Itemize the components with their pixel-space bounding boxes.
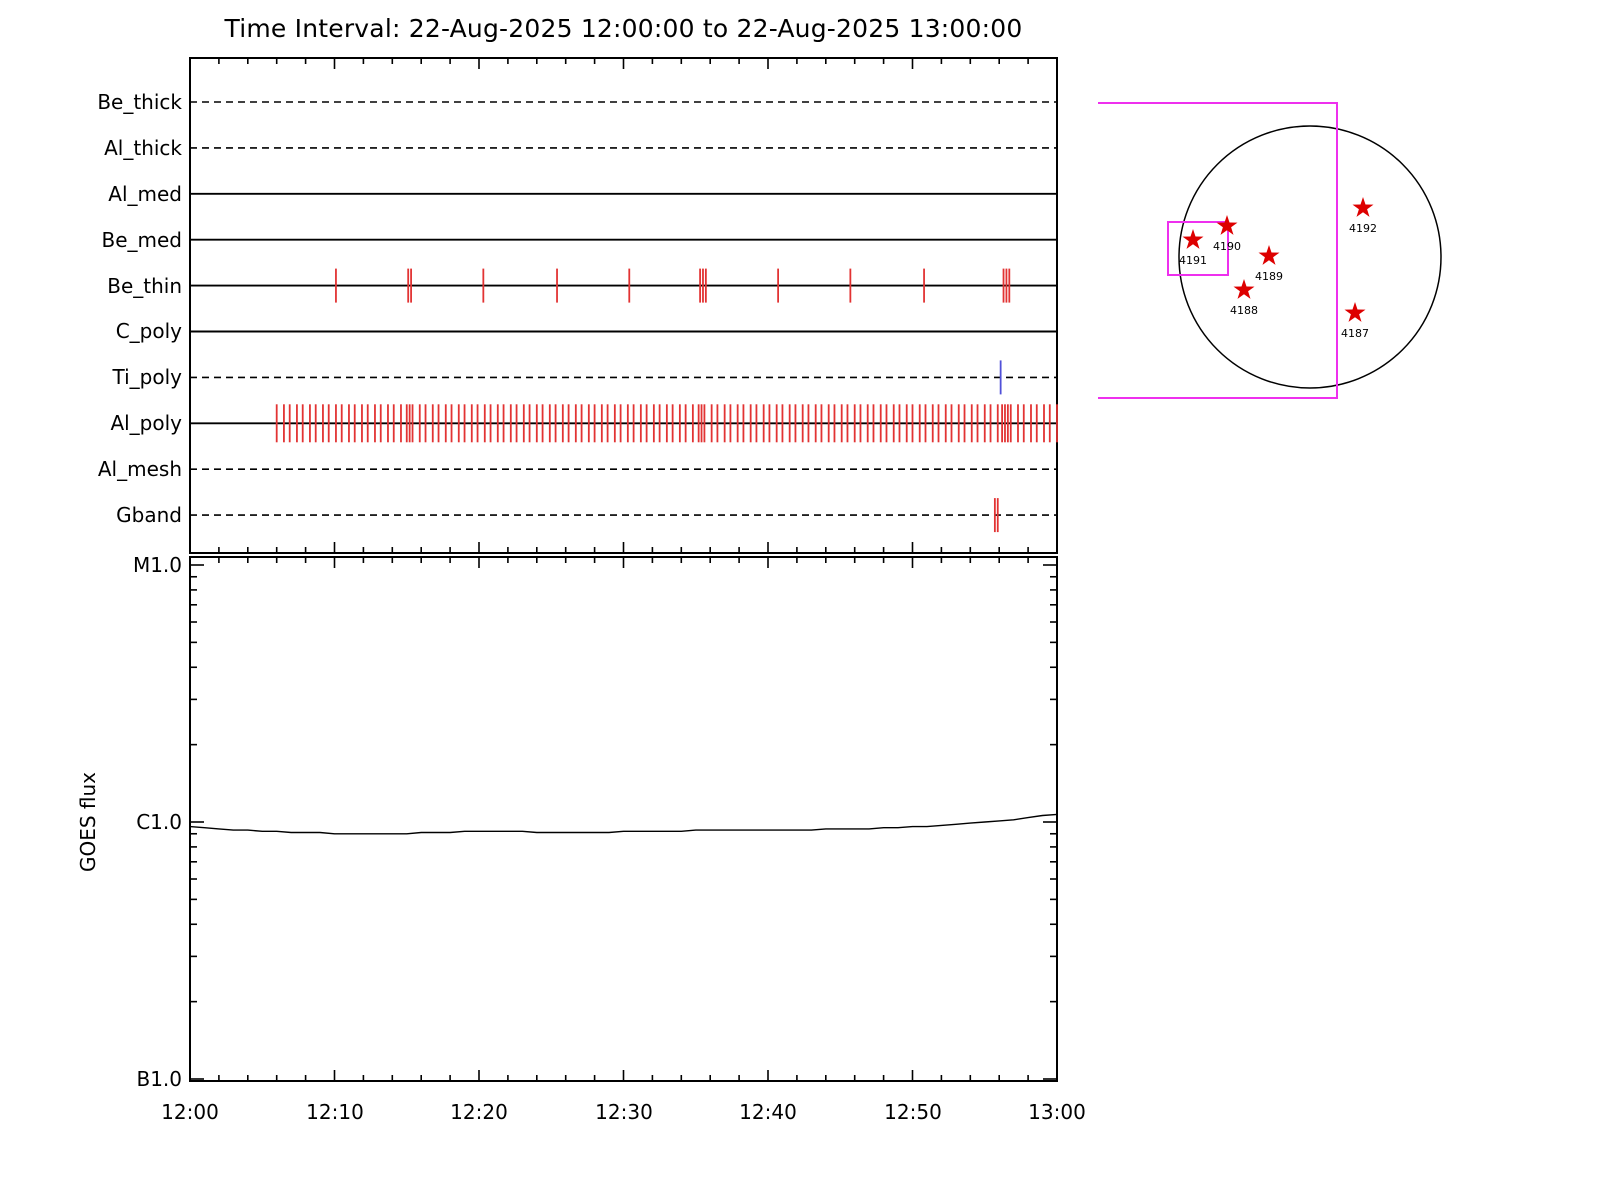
active-region-star	[1344, 302, 1366, 322]
x-tick-label-1210: 12:10	[306, 1100, 364, 1124]
active-region-label: 4189	[1255, 270, 1283, 283]
active-region-star	[1352, 197, 1374, 217]
y-tick-label-b1: B1.0	[136, 1067, 182, 1091]
channel-label-gband: Gband	[116, 503, 182, 527]
active-region-label: 4188	[1230, 304, 1258, 317]
channel-label-be-thin: Be_thin	[107, 274, 182, 298]
fov-outline	[1098, 102, 1338, 399]
channel-label-c-poly: C_poly	[115, 319, 182, 343]
y-tick-label-m1: M1.0	[132, 553, 182, 577]
active-region-star	[1233, 279, 1255, 299]
x-tick-label-1240: 12:40	[739, 1100, 797, 1124]
solar-disk-map: 4187 4188 4189 4190 4191 4192	[1098, 102, 1442, 399]
panel-frames	[189, 57, 1058, 1082]
channel-label-be-med: Be_med	[101, 228, 182, 252]
goes-axis-title: GOES flux	[76, 771, 100, 873]
x-tick-label-1250: 12:50	[884, 1100, 942, 1124]
active-region-label: 4187	[1341, 327, 1369, 340]
observation-ticks	[275, 268, 1058, 533]
channel-label-al-mesh: Al_mesh	[97, 457, 182, 481]
target-box	[1167, 221, 1229, 276]
active-region-star	[1258, 245, 1280, 265]
x-tick-label-1300: 13:00	[1028, 1100, 1086, 1124]
channel-label-ti-poly: Ti_poly	[112, 365, 182, 389]
x-tick-label-1200: 12:00	[161, 1100, 219, 1124]
plot-title: Time Interval: 22-Aug-2025 12:00:00 to 2…	[224, 14, 1023, 43]
x-tick-label-1230: 12:30	[595, 1100, 653, 1124]
active-region-label: 4192	[1349, 222, 1377, 235]
active-region-label: 4191	[1179, 254, 1207, 267]
channel-label-al-med: Al_med	[108, 182, 182, 206]
channel-label-be-thick: Be_thick	[97, 90, 182, 114]
solar-limb-circle	[1178, 125, 1442, 389]
x-tick-label-1220: 12:20	[450, 1100, 508, 1124]
channel-label-al-thick: Al_thick	[104, 136, 182, 160]
active-region-label: 4190	[1213, 240, 1241, 253]
channel-label-al-poly: Al_poly	[110, 411, 182, 435]
channel-lines	[190, 101, 1057, 516]
goes-flux-curve	[189, 813, 1058, 835]
active-region-star	[1182, 229, 1204, 249]
axis-ticks	[189, 58, 1058, 1081]
active-region-star	[1216, 215, 1238, 235]
y-tick-label-c1: C1.0	[136, 810, 182, 834]
